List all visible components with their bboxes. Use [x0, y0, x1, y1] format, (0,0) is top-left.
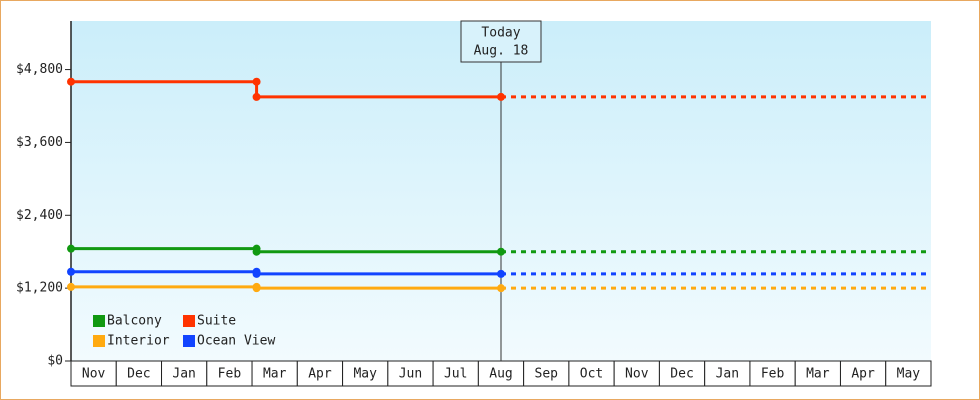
y-tick-label: $4,800 — [16, 62, 63, 77]
x-category-cell — [115, 360, 163, 387]
x-tick-label: Dec — [127, 367, 150, 382]
legend-label: Interior — [107, 334, 170, 349]
y-tick-label: $3,600 — [16, 135, 63, 150]
x-tick-label: Jun — [399, 367, 422, 382]
series-line — [71, 285, 501, 290]
x-tick-label: May — [897, 367, 921, 382]
x-category-cell — [568, 360, 615, 387]
legend-label: Balcony — [107, 314, 162, 329]
x-category-cell — [387, 360, 434, 387]
x-tick-label: Feb — [218, 367, 242, 382]
legend-swatch — [93, 315, 105, 327]
x-category-cell — [432, 360, 479, 387]
series-line — [71, 80, 501, 99]
data-point — [252, 284, 261, 293]
data-point — [252, 247, 261, 256]
data-point — [67, 244, 75, 253]
today-box — [460, 20, 542, 63]
x-category-cell — [749, 360, 796, 387]
legend-swatch — [183, 335, 195, 347]
x-category-cell — [342, 360, 389, 387]
x-tick-label: Apr — [851, 367, 875, 382]
x-tick-label: Sep — [535, 367, 559, 382]
today-label: Aug. 18 — [474, 44, 529, 59]
data-point — [252, 77, 261, 86]
x-category-cell — [704, 360, 751, 387]
x-category-cell — [794, 360, 841, 387]
x-tick-label: Dec — [670, 367, 693, 382]
x-tick-label: Jul — [444, 367, 467, 382]
x-tick-label: Jan — [172, 367, 195, 382]
x-tick-label: Mar — [263, 367, 287, 382]
x-tick-label: Aug — [489, 367, 512, 382]
x-tick-label: Nov — [82, 367, 106, 382]
x-category-cell — [885, 360, 932, 387]
x-tick-label: Feb — [761, 367, 785, 382]
x-tick-label: Oct — [580, 367, 603, 382]
legend-label: Ocean View — [197, 334, 275, 349]
x-tick-label: Mar — [806, 367, 830, 382]
x-category-cell — [296, 360, 344, 387]
data-point — [67, 282, 75, 291]
today-label: Today — [481, 26, 520, 41]
data-point — [497, 92, 505, 101]
x-tick-label: May — [353, 367, 377, 382]
legend-swatch — [93, 335, 105, 347]
x-tick-label: Jan — [716, 367, 739, 382]
data-point — [67, 77, 75, 86]
data-point — [497, 269, 505, 278]
y-tick-label: $2,400 — [16, 208, 63, 223]
x-category-cell — [613, 360, 660, 387]
y-tick-label: $0 — [47, 354, 63, 369]
data-point — [497, 247, 505, 256]
x-category-cell — [523, 360, 570, 387]
data-point — [67, 267, 75, 276]
legend-label: Suite — [197, 314, 236, 329]
x-category-cell — [839, 360, 887, 387]
data-point — [497, 284, 505, 293]
x-tick-label: Apr — [308, 367, 332, 382]
y-tick-label: $1,200 — [16, 281, 63, 296]
data-point — [252, 269, 261, 278]
legend-swatch — [183, 315, 195, 327]
x-category-cell — [70, 360, 117, 387]
x-tick-label: Nov — [625, 367, 649, 382]
x-category-cell — [658, 360, 706, 387]
data-point — [252, 92, 261, 101]
